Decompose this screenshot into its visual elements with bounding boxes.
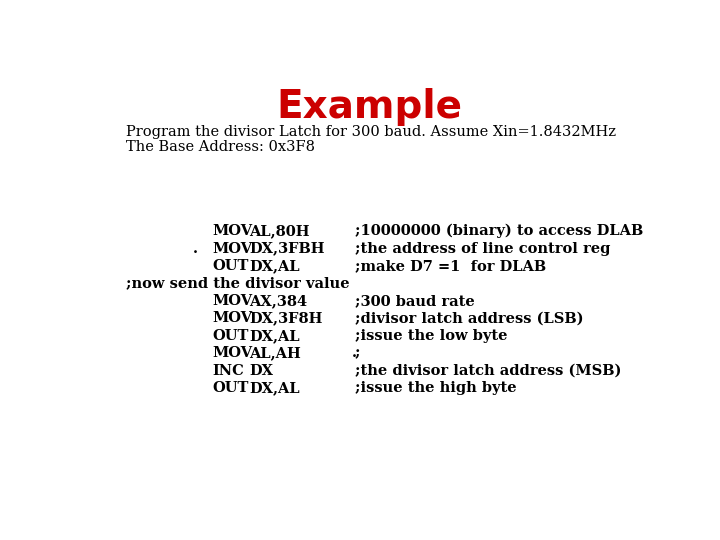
Text: The Base Address: 0x3F8: The Base Address: 0x3F8 — [126, 140, 315, 154]
Text: AL,80H: AL,80H — [249, 224, 310, 238]
Text: DX,AL: DX,AL — [249, 259, 300, 273]
Text: AX,384: AX,384 — [249, 294, 307, 308]
Text: DX,AL: DX,AL — [249, 381, 300, 395]
Text: ;make D7 =1  for DLAB: ;make D7 =1 for DLAB — [355, 259, 546, 273]
Text: DX: DX — [249, 364, 273, 378]
Text: ;now send the divisor value: ;now send the divisor value — [126, 276, 350, 291]
Text: MOV: MOV — [213, 346, 253, 360]
Text: ;issue the high byte: ;issue the high byte — [355, 381, 517, 395]
Text: ;issue the low byte: ;issue the low byte — [355, 329, 508, 343]
Text: ;the address of line control reg: ;the address of line control reg — [355, 241, 611, 255]
Text: MOV: MOV — [213, 294, 253, 308]
Text: DX,3F8H: DX,3F8H — [249, 312, 323, 326]
Text: OUT: OUT — [213, 381, 249, 395]
Text: INC: INC — [213, 364, 245, 378]
Text: OUT: OUT — [213, 329, 249, 343]
Text: ;the divisor latch address (MSB): ;the divisor latch address (MSB) — [355, 364, 621, 378]
Text: MOV: MOV — [213, 224, 253, 238]
Text: .: . — [193, 241, 198, 255]
Text: DX,AL: DX,AL — [249, 329, 300, 343]
Text: ;: ; — [355, 346, 361, 360]
Text: ;300 baud rate: ;300 baud rate — [355, 294, 474, 308]
Text: ;divisor latch address (LSB): ;divisor latch address (LSB) — [355, 312, 583, 326]
Text: Program the divisor Latch for 300 baud. Assume Xin=1.8432MHz: Program the divisor Latch for 300 baud. … — [126, 125, 616, 139]
Text: MOV: MOV — [213, 312, 253, 326]
Text: OUT: OUT — [213, 259, 249, 273]
Text: ;10000000 (binary) to access DLAB: ;10000000 (binary) to access DLAB — [355, 224, 643, 238]
Text: .: . — [352, 346, 357, 360]
Text: AL,AH: AL,AH — [249, 346, 301, 360]
Text: MOV: MOV — [213, 241, 253, 255]
Text: Example: Example — [276, 87, 462, 126]
Text: DX,3FBH: DX,3FBH — [249, 241, 325, 255]
